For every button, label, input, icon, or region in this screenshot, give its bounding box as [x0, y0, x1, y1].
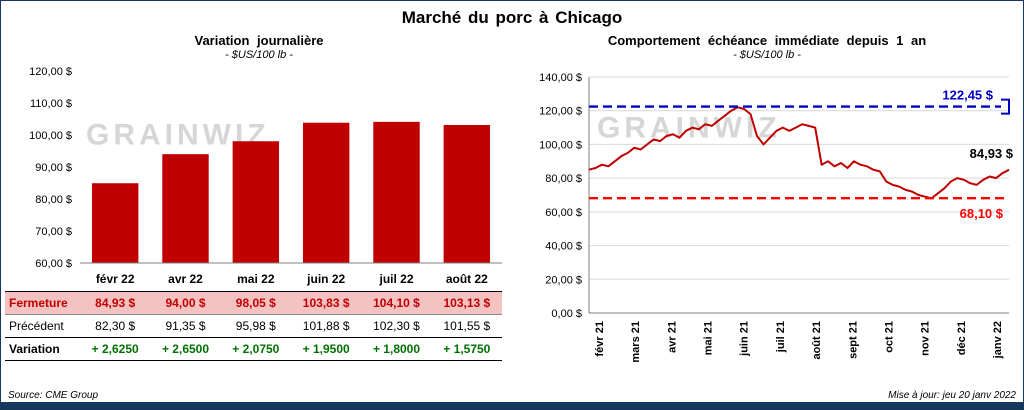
- value-cell: 103,13 $: [443, 296, 491, 310]
- value-cell: 101,55 $: [443, 319, 491, 333]
- x-tick-label: sept 21: [847, 321, 859, 359]
- x-tick-label: mars 21: [630, 321, 642, 363]
- value-cell: 95,98 $: [235, 319, 276, 333]
- line-chart-panel: Comportement échéance immédiate depuis 1…: [513, 30, 1017, 365]
- value-cell: + 1,5750: [443, 342, 491, 356]
- line-chart: 0,00 $ 20,00 $ 40,00 $ 60,00 $ 80,00 $ 100,00…: [539, 72, 1014, 363]
- y-tick-label: 60,00 $: [35, 258, 72, 269]
- column-header: juin 22: [307, 272, 346, 286]
- column-header: févr 22: [95, 272, 135, 286]
- y-tick-label: 90,00 $: [35, 162, 72, 174]
- x-tick-label: août 21: [811, 321, 823, 360]
- column-header: août 22: [445, 272, 488, 286]
- bar: [443, 124, 491, 263]
- bar-chart-title: Variation journalière: [194, 33, 324, 48]
- column-header: avr 22: [168, 272, 203, 286]
- value-cell: + 1,8000: [372, 342, 421, 356]
- updated-text: Mise à jour: jeu 20 janv 2022: [888, 390, 1016, 401]
- bar: [373, 121, 420, 263]
- data-table: févr 22 avr 22 mai 22 juin 22 juil 22 août 22…: [5, 270, 502, 361]
- x-tick-label: juin 21: [739, 321, 751, 357]
- value-cell: 82,30 $: [95, 319, 136, 333]
- bottom-strip: [1, 402, 1023, 409]
- table-header-row: févr 22 avr 22 mai 22 juin 22 juil 22 août 22: [5, 270, 502, 291]
- x-tick-label: déc 21: [956, 321, 968, 355]
- y-tick-label: 60,00 $: [545, 207, 582, 219]
- y-tick-label: 120,00 $: [29, 66, 72, 78]
- price-line: [588, 106, 1010, 200]
- bar-chart-subtitle: - $US/100 lb -: [225, 49, 293, 61]
- footer: Source: CME Group Mise à jour: jeu 20 ja…: [8, 390, 1016, 401]
- y-tick-label: 0,00 $: [551, 308, 582, 320]
- value-cell: 94,00 $: [165, 296, 206, 310]
- x-tick-label: mai 21: [703, 321, 715, 355]
- x-tick-label: juil 21: [775, 321, 787, 353]
- x-tick-label: janv 22: [992, 321, 1004, 359]
- x-tick-label: nov 21: [920, 321, 932, 356]
- value-cell: 102,30 $: [373, 319, 420, 333]
- x-tick-label: févr 21: [594, 321, 606, 356]
- line-chart-title: Comportement échéance immédiate depuis 1…: [607, 33, 927, 48]
- low-value-label: 68,10 $: [960, 206, 1004, 221]
- y-tick-label: 20,00 $: [545, 274, 582, 286]
- value-cell: 91,35 $: [165, 319, 206, 333]
- value-cell: 103,83 $: [302, 296, 350, 310]
- value-cell: + 2,6250: [91, 342, 139, 356]
- table-row: Variation + 2,6250 + 2,6500 + 2,0750 + 1,950…: [5, 338, 502, 361]
- source-text: Source: CME Group: [8, 390, 99, 401]
- y-tick-label: 110,00 $: [30, 98, 72, 110]
- table-row: Précédent 82,30 $ 91,35 $ 95,98 $ 101,88 $ 10…: [5, 315, 502, 338]
- row-label: Variation: [9, 342, 60, 356]
- value-cell: 84,93 $: [95, 296, 136, 310]
- y-tick-label: 140,00 $: [539, 72, 582, 84]
- x-tick-label: oct 21: [883, 321, 895, 353]
- table-row: Fermeture 84,93 $ 94,00 $ 98,05 $ 103,83 $ 10…: [5, 291, 502, 315]
- value-cell: + 2,6500: [161, 342, 210, 356]
- bar-chart-panel: Variation journalière - $US/100 lb - 60,…: [5, 30, 513, 365]
- bar: [232, 141, 280, 263]
- row-label: Fermeture: [9, 296, 68, 310]
- value-cell: + 2,0750: [232, 342, 280, 356]
- y-tick-label: 100,00 $: [29, 130, 72, 142]
- bar: [91, 183, 139, 263]
- y-tick-label: 40,00 $: [545, 241, 582, 253]
- value-cell: 104,10 $: [373, 296, 420, 310]
- corner-cell: [5, 277, 80, 284]
- x-tick-label: avr 21: [666, 321, 678, 353]
- last-value-label: 84,93 $: [970, 146, 1014, 161]
- y-tick-label: 70,00 $: [35, 226, 72, 238]
- y-tick-label: 120,00 $: [539, 106, 582, 118]
- bar: [302, 122, 350, 263]
- bar: [162, 154, 209, 263]
- page-title: Marché du porc à Chicago: [401, 8, 623, 27]
- y-tick-label: 100,00 $: [539, 139, 582, 151]
- column-header: mai 22: [237, 272, 275, 286]
- value-cell: 98,05 $: [235, 296, 276, 310]
- bar-chart: 60,00 $ 70,00 $ 80,00 $ 90,00 $ 100,00 $ 110,…: [29, 66, 502, 269]
- y-tick-label: 80,00 $: [545, 173, 582, 185]
- column-header: juil 22: [379, 272, 414, 286]
- high-value-label: 122,45 $: [942, 88, 993, 103]
- row-label: Précédent: [9, 319, 64, 333]
- high-line-bracket: [1001, 98, 1010, 115]
- charts-row: Variation journalière - $US/100 lb - 60,…: [1, 28, 1023, 365]
- grainwiz-watermark: GRAINWIZ: [597, 112, 781, 145]
- value-cell: 101,88 $: [302, 319, 350, 333]
- value-cell: + 1,9500: [302, 342, 350, 356]
- y-tick-label: 80,00 $: [35, 194, 72, 206]
- line-chart-subtitle: - $US/100 lb -: [733, 49, 801, 61]
